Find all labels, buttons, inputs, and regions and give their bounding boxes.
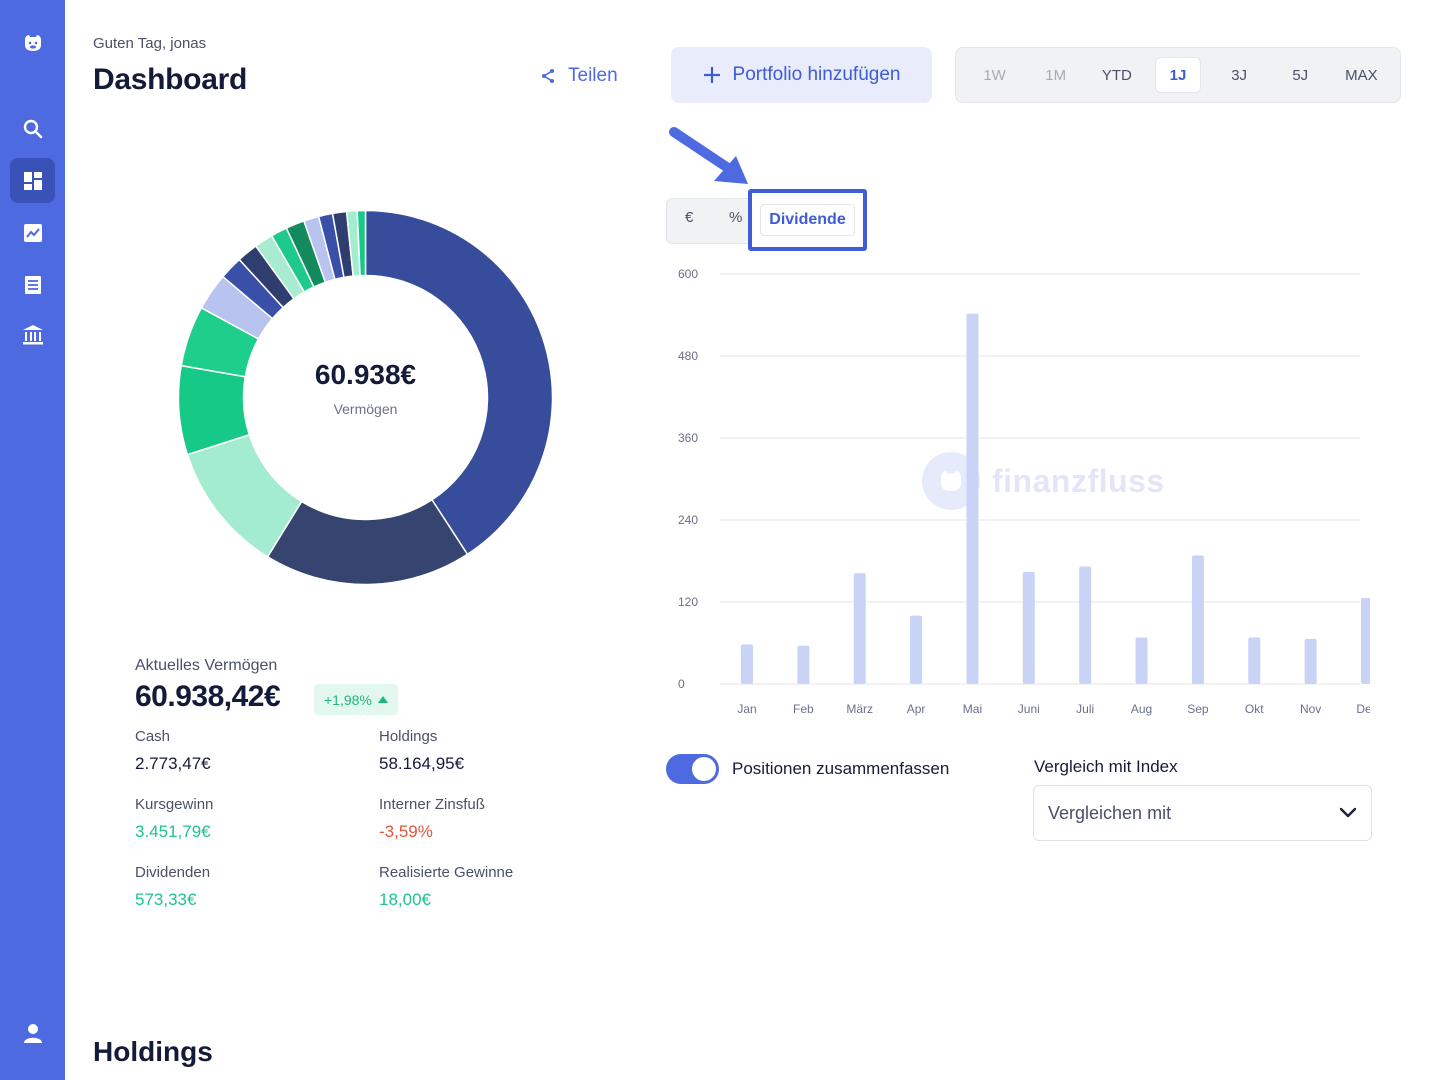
time-range-selector: 1W 1M YTD 1J 3J 5J MAX [955,47,1401,103]
x-tick-label: Jan [737,702,756,716]
stat-value: 2.773,47€ [135,754,211,773]
toggle-knob [692,757,716,781]
merge-positions-label: Positionen zusammenfassen [732,759,950,778]
sidebar [0,0,65,1080]
stat-realized-gains: Realisierte Gewinne 18,00€ [379,864,513,910]
triangle-up-icon [377,696,388,703]
watermark-text: finanzfluss [992,462,1165,499]
stat-value: 18,00€ [379,890,431,909]
x-tick-label: Sep [1187,702,1209,716]
x-tick-label: Nov [1300,702,1321,716]
range-1w[interactable]: 1W [983,66,1006,84]
share-label: Teilen [568,65,618,86]
compare-index-label: Vergleich mit Index [1034,757,1178,776]
y-tick-label: 120 [678,595,698,609]
bar-dez[interactable] [1361,597,1370,684]
logo-icon[interactable] [10,20,55,65]
stat-price-gain: Kursgewinn 3.451,79€ [135,796,213,842]
x-tick-label: Juni [1018,702,1040,716]
y-tick-label: 600 [678,267,698,281]
x-tick-label: Mai [963,702,982,716]
x-tick-label: Dez [1356,702,1370,716]
range-1j[interactable]: 1J [1154,57,1201,93]
stat-label: Kursgewinn [135,796,214,813]
donut-slice[interactable] [266,498,469,586]
bar-nov[interactable] [1304,638,1317,684]
bar-okt[interactable] [1248,637,1261,684]
stat-label: Holdings [379,728,438,745]
bar-apr[interactable] [910,615,923,684]
bar-feb[interactable] [797,645,810,684]
bar-aug[interactable] [1135,637,1148,684]
bar-juni[interactable] [1022,571,1035,684]
range-5j[interactable]: 5J [1292,66,1309,84]
bar-sep[interactable] [1191,555,1204,684]
compare-index-select[interactable]: Vergleichen mit [1033,785,1372,841]
stat-value: -3,59% [379,822,433,841]
x-tick-label: Okt [1245,702,1264,716]
change-value: +1,98% [324,691,372,708]
stat-label: Realisierte Gewinne [379,864,514,881]
x-tick-label: Aug [1131,702,1152,716]
stat-value: 3.451,79€ [135,822,211,841]
greeting: Guten Tag, jonas [93,35,207,52]
mode-dividend-label: Dividende [760,204,855,236]
range-ytd[interactable]: YTD [1101,66,1132,84]
donut-slice[interactable] [364,209,554,556]
dividend-bar-chart: 0 120 240 360 480 600 Jan Feb März Apr Mai Juni Juli… [678,267,1370,716]
arrow-pointer-icon [669,127,748,184]
donut-slice[interactable] [356,209,367,277]
x-tick-label: Juli [1076,702,1094,716]
share-icon [542,69,554,83]
stat-label: Dividenden [135,864,211,881]
current-assets-title: Aktuelles Vermögen [135,657,278,674]
range-max[interactable]: MAX [1345,66,1378,84]
bar-jan[interactable] [741,644,753,684]
plus-icon [703,67,720,83]
y-tick-label: 240 [678,513,698,527]
mode-dividend[interactable]: Dividende [748,189,867,251]
merge-positions-toggle[interactable] [666,754,719,784]
bar-märz[interactable] [853,573,866,684]
compare-index-placeholder: Vergleichen mit [1048,802,1172,823]
stat-label: Interner Zinsfuß [379,796,485,813]
holdings-section-title: Holdings [93,1036,213,1067]
bar-mai[interactable] [966,313,979,684]
range-3j[interactable]: 3J [1231,66,1248,84]
add-portfolio-label: Portfolio hinzufügen [732,64,901,85]
stat-value: 58.164,95€ [379,754,465,773]
stat-label: Cash [135,728,171,745]
range-1m[interactable]: 1M [1045,66,1067,84]
x-tick-label: Feb [793,702,814,716]
chevron-down-icon [1339,807,1357,818]
bank-icon[interactable] [10,312,55,357]
stat-dividends: Dividenden 573,33€ [135,864,210,910]
current-assets-total: 60.938,42€ [135,680,281,713]
y-tick-label: 480 [678,349,698,363]
stat-value: 573,33€ [135,890,197,909]
share-button[interactable]: Teilen [540,58,618,94]
search-icon[interactable] [10,106,55,151]
bar-juli[interactable] [1079,566,1092,684]
chart-icon[interactable] [10,210,55,255]
mode-percent[interactable]: % [729,209,743,226]
stat-cash: Cash 2.773,47€ [135,728,211,774]
y-tick-label: 0 [678,677,685,691]
change-badge: +1,98% [314,684,398,715]
page-title: Dashboard [93,63,247,96]
add-portfolio-button[interactable]: Portfolio hinzufügen [671,47,932,103]
dashboard-icon[interactable] [10,158,55,203]
list-icon[interactable] [10,262,55,307]
x-tick-label: März [846,702,873,716]
allocation-donut-chart [177,209,554,586]
stat-irr: Interner Zinsfuß -3,59% [379,796,485,842]
x-tick-label: Apr [907,702,926,716]
stat-holdings: Holdings 58.164,95€ [379,728,464,774]
y-tick-label: 360 [678,431,698,445]
mode-euro[interactable]: € [685,209,694,226]
user-icon[interactable] [10,1010,55,1055]
